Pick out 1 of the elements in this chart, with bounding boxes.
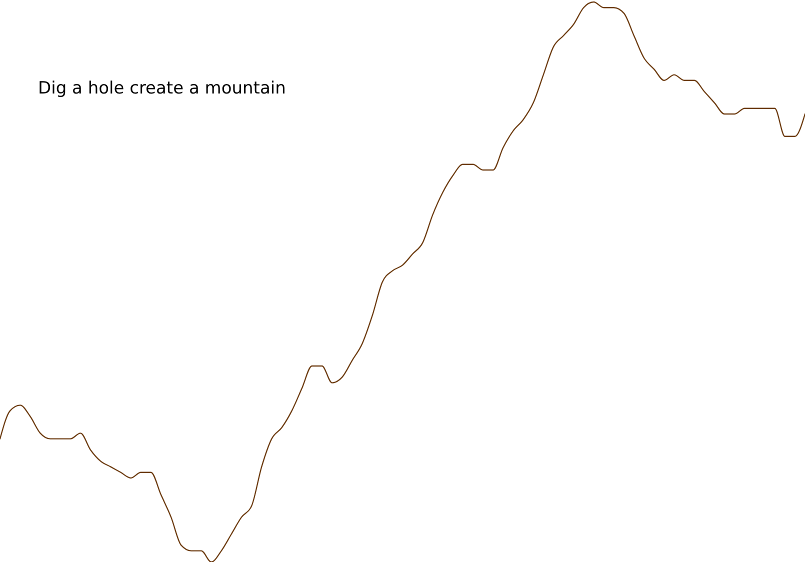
text: Dig a hole create a mountain xyxy=(38,78,286,98)
